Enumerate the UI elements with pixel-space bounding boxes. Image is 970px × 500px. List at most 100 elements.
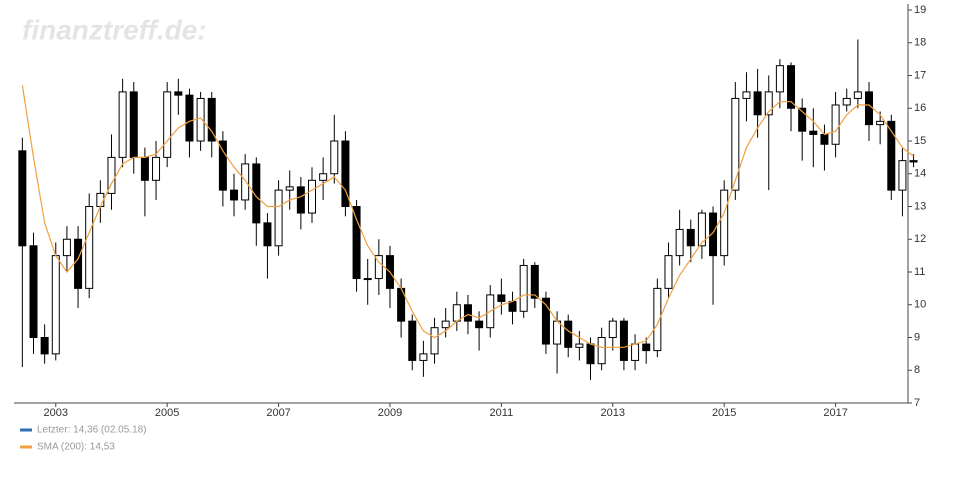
candle-body (163, 91, 172, 158)
candle-body (553, 320, 562, 345)
candle-body (152, 156, 161, 181)
y-tick-label: 17 (914, 69, 926, 81)
x-tick-label: 2007 (266, 407, 290, 419)
candle-body (341, 140, 350, 207)
candle-body (664, 255, 673, 289)
x-tick-label: 2017 (823, 407, 847, 419)
candle-body (798, 107, 807, 132)
candle-body (608, 320, 617, 338)
candle-body (530, 264, 539, 299)
candle-body (207, 97, 216, 142)
candle-body (274, 189, 283, 247)
x-tick-label: 2003 (44, 407, 68, 419)
watermark: finanztreff.de: (22, 14, 207, 45)
candle-body (140, 156, 149, 181)
candle-body (642, 343, 651, 352)
candle-body (853, 91, 862, 99)
candle-body (85, 206, 94, 289)
candle-body (18, 150, 27, 247)
candle-body (374, 255, 383, 280)
candle-body (475, 320, 484, 329)
y-tick-label: 12 (914, 233, 926, 245)
y-tick-label: 8 (914, 364, 920, 376)
candle-body (452, 304, 461, 322)
candle-body (653, 287, 662, 352)
candle-body (118, 91, 127, 158)
y-tick-label: 18 (914, 37, 926, 49)
y-tick-label: 14 (914, 168, 926, 180)
candle-body (252, 163, 261, 224)
candle-body (263, 222, 272, 247)
legend-label: Letzter: 14,36 (02.05.18) (37, 425, 147, 436)
candle-body (107, 156, 116, 194)
candle-body (62, 238, 71, 257)
candle-body (787, 65, 796, 109)
candle-body (441, 320, 450, 329)
candle-body (820, 133, 829, 145)
candle-body (363, 278, 372, 281)
candle-body (586, 343, 595, 365)
y-tick-label: 10 (914, 299, 926, 311)
sma-line (21, 85, 914, 348)
candle-body (909, 160, 918, 163)
candle-body (196, 97, 205, 142)
candle-body (597, 337, 606, 365)
candle-body (842, 97, 851, 106)
x-tick-label: 2015 (712, 407, 736, 419)
y-tick-label: 19 (914, 4, 926, 16)
candle-body (831, 104, 840, 145)
candle-body (51, 255, 60, 355)
candle-body (764, 91, 773, 116)
candle-body (720, 189, 729, 257)
y-tick-label: 9 (914, 331, 920, 343)
candle-body (74, 238, 83, 289)
x-tick-label: 2009 (378, 407, 402, 419)
candle-body (564, 320, 573, 348)
candle-body (887, 120, 896, 191)
x-tick-label: 2011 (490, 407, 514, 419)
candle-body (541, 297, 550, 345)
candle-body (230, 189, 239, 201)
y-tick-label: 15 (914, 135, 926, 147)
candle-body (865, 91, 874, 126)
y-tick-label: 7 (914, 397, 920, 409)
candle-body (419, 353, 428, 361)
x-tick-label: 2005 (155, 407, 179, 419)
candle-body (619, 320, 628, 361)
candle-body (463, 304, 472, 322)
candle-body (731, 97, 740, 191)
candle-body (308, 179, 316, 214)
candle-body (497, 294, 506, 302)
candle-body (241, 163, 250, 201)
candle-body (686, 228, 695, 247)
candle-body (408, 320, 417, 361)
candle-body (709, 212, 718, 257)
candle-body (876, 120, 885, 126)
candle-body (519, 264, 528, 312)
candle-body (352, 206, 361, 280)
legend-swatch (20, 445, 32, 449)
candle-body (319, 173, 328, 181)
legend-swatch (20, 428, 32, 432)
y-tick-label: 11 (914, 266, 925, 278)
candle-body (508, 300, 517, 312)
candle-body (29, 245, 38, 338)
candle-body (675, 228, 684, 257)
candle-body (898, 160, 907, 191)
candle-body (285, 186, 294, 191)
legend-label: SMA (200): 14,53 (37, 442, 115, 453)
candle-body (185, 94, 194, 142)
candle-body (330, 140, 339, 175)
candle-body (753, 91, 762, 116)
x-tick-label: 2013 (601, 407, 625, 419)
y-tick-label: 16 (914, 102, 926, 114)
candle-body (218, 140, 227, 191)
candle-body (430, 327, 439, 355)
candle-body (296, 186, 305, 214)
candle-body (575, 343, 584, 348)
candle-body (129, 91, 138, 158)
y-tick-label: 13 (914, 200, 926, 212)
candle-body (96, 192, 105, 207)
candle-body (742, 91, 751, 99)
